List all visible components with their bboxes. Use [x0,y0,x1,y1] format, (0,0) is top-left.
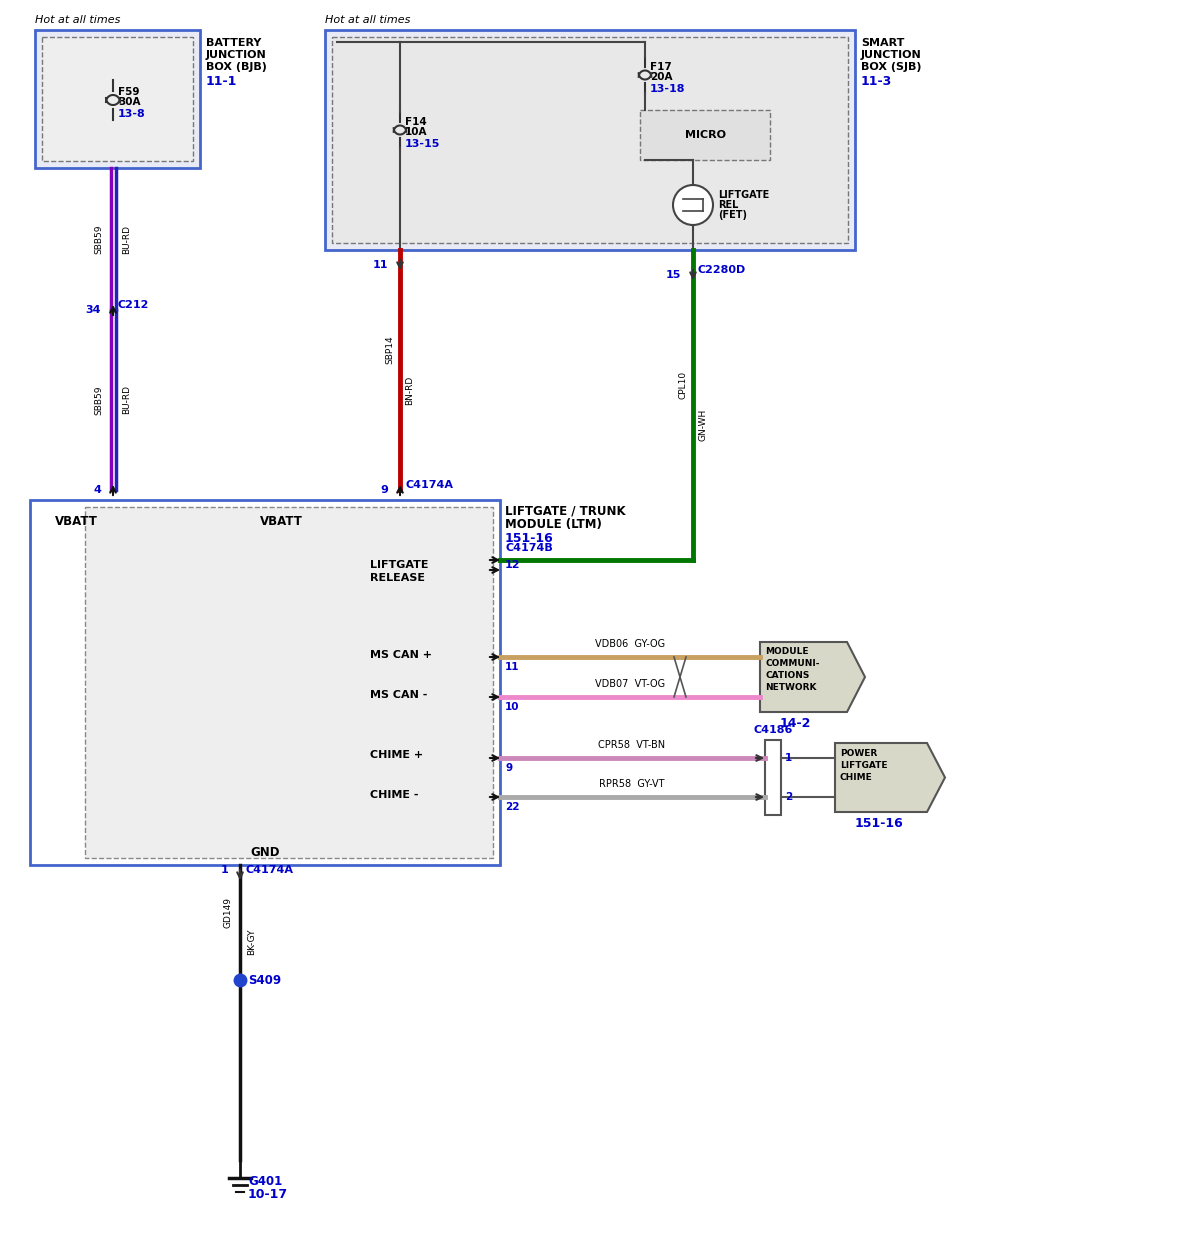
Text: 151-16: 151-16 [505,532,553,545]
Bar [35,30,200,168]
Text: MS CAN +: MS CAN + [370,650,432,660]
Bar [42,38,193,161]
Text: 11: 11 [505,662,520,672]
Text: BU-RD: BU-RD [122,224,132,253]
Text: BU-RD: BU-RD [122,385,132,415]
Text: LIFTGATE: LIFTGATE [370,561,428,571]
Text: F59: F59 [118,87,139,97]
Text: S409: S409 [248,973,281,987]
Text: 20A: 20A [650,71,672,82]
Text: NETWORK: NETWORK [766,683,816,692]
Text: JUNCTION: JUNCTION [862,50,922,60]
Text: C212: C212 [118,300,149,310]
Text: LIFTGATE: LIFTGATE [718,191,769,199]
Text: MODULE (LTM): MODULE (LTM) [505,518,602,530]
Text: 34: 34 [85,305,101,315]
Bar [640,110,770,161]
Text: SBB59: SBB59 [95,385,103,415]
Text: G401: G401 [248,1175,282,1188]
Text: VBATT: VBATT [55,515,98,528]
Text: CHIME +: CHIME + [370,750,424,760]
Text: 10-17: 10-17 [248,1188,288,1201]
Text: MODULE: MODULE [766,647,809,657]
Text: CPR58  VT-BN: CPR58 VT-BN [599,740,666,750]
Circle shape [673,186,713,224]
Text: 11-3: 11-3 [862,75,893,88]
Text: 22: 22 [505,803,520,813]
Bar [766,740,781,815]
Text: CPL10: CPL10 [678,371,688,399]
Text: 9: 9 [505,762,512,772]
Text: C2280D: C2280D [698,265,746,275]
Text: GD149: GD149 [223,897,233,928]
Text: CHIME: CHIME [840,774,872,782]
Text: (FET): (FET) [718,209,746,219]
Text: C4174B: C4174B [505,543,553,553]
Text: 12: 12 [505,561,521,571]
Text: GND: GND [251,846,280,859]
Polygon shape [835,744,946,813]
Text: Hot at all times: Hot at all times [325,15,410,25]
Text: 11-1: 11-1 [206,75,238,88]
Text: CATIONS: CATIONS [766,671,809,681]
Text: REL: REL [718,199,738,209]
Text: BOX (BJB): BOX (BJB) [206,61,266,71]
Text: F17: F17 [650,61,672,71]
Text: CHIME -: CHIME - [370,790,419,800]
Text: VBATT: VBATT [260,515,302,528]
Text: Hot at all times: Hot at all times [35,15,120,25]
Text: VDB06  GY-OG: VDB06 GY-OG [595,640,665,650]
Text: 15: 15 [666,270,682,280]
Text: 2: 2 [785,793,792,803]
Text: 11: 11 [372,260,388,270]
Text: 1: 1 [785,752,792,762]
Bar [30,500,500,865]
Text: MS CAN -: MS CAN - [370,690,427,700]
Text: COMMUNI-: COMMUNI- [766,660,820,668]
Text: 13-8: 13-8 [118,109,145,119]
Text: SBP14: SBP14 [385,336,395,365]
Bar [85,507,493,858]
Polygon shape [760,642,865,712]
Text: LIFTGATE / TRUNK: LIFTGATE / TRUNK [505,505,625,518]
Text: 10A: 10A [406,127,427,137]
Text: JUNCTION: JUNCTION [206,50,266,60]
Text: GN-WH: GN-WH [698,409,708,441]
Text: RELEASE: RELEASE [370,573,425,583]
Text: SBB59: SBB59 [95,224,103,253]
Text: LIFTGATE: LIFTGATE [840,760,888,770]
Text: 9: 9 [380,485,388,495]
Text: BK-GY: BK-GY [247,929,257,956]
Text: F14: F14 [406,117,427,127]
Text: BATTERY: BATTERY [206,38,262,48]
Text: BOX (SJB): BOX (SJB) [862,61,922,71]
Text: 1: 1 [221,865,228,875]
Bar [325,30,854,250]
Text: C4174A: C4174A [406,480,454,490]
Text: SMART: SMART [862,38,905,48]
Text: POWER: POWER [840,749,877,757]
Text: 13-15: 13-15 [406,139,440,149]
Text: 10: 10 [505,702,520,712]
Text: 4: 4 [94,485,101,495]
Text: BN-RD: BN-RD [406,375,414,405]
Text: VDB07  VT-OG: VDB07 VT-OG [595,678,665,688]
Text: C4186: C4186 [754,725,793,735]
Text: RPR58  GY-VT: RPR58 GY-VT [599,779,665,789]
Text: 151-16: 151-16 [854,818,904,830]
Bar [332,38,848,243]
Text: C4174A: C4174A [245,865,293,875]
Text: MICRO: MICRO [684,130,726,140]
Text: 14-2: 14-2 [780,717,811,730]
Text: 13-18: 13-18 [650,84,685,94]
Text: 30A: 30A [118,97,140,107]
